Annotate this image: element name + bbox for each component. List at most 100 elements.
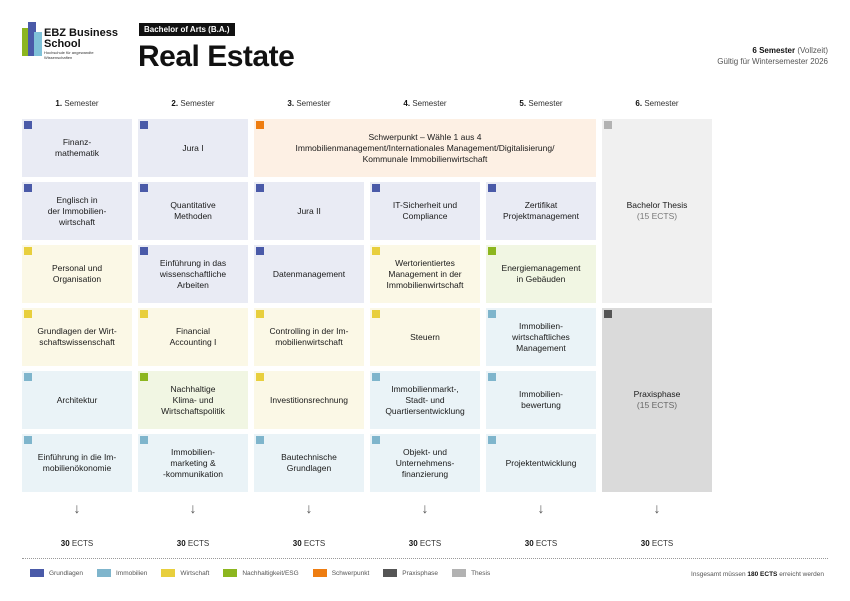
semester-ects-4: 30 ECTS bbox=[408, 539, 442, 548]
total-ects-note: Insgesamt müssen 180 ECTS erreicht werde… bbox=[691, 571, 824, 578]
legend-swatch-icon bbox=[96, 569, 111, 577]
semester-note: (Vollzeit) bbox=[795, 46, 828, 55]
legend: Grundlagen Immobilien Wirtschaft Nachhal… bbox=[30, 569, 504, 577]
wirtschaft-tag-icon bbox=[24, 247, 32, 255]
grundlagen-tag-icon bbox=[140, 184, 148, 192]
immobilien-tag-icon bbox=[488, 436, 496, 444]
arrow-down-icon: ↓ bbox=[421, 500, 429, 516]
footer-divider bbox=[22, 558, 828, 559]
legend-item-immobilien: Immobilien bbox=[96, 569, 147, 577]
module-controlling: Controlling in der Im- mobilienwirtschaf… bbox=[254, 308, 364, 366]
module-architektur: Architektur bbox=[22, 371, 132, 429]
grundlagen-tag-icon bbox=[24, 121, 32, 129]
module-bautechnische-grundlagen: Bautechnische Grundlagen bbox=[254, 434, 364, 492]
module-quantitative-methoden: Quantitative Methoden bbox=[138, 182, 248, 240]
module-immobilienmarketing: Immobilien- marketing & -kommunikation bbox=[138, 434, 248, 492]
immobilien-tag-icon bbox=[372, 436, 380, 444]
module-immobilienbewertung: Immobilien- bewertung bbox=[486, 371, 596, 429]
semester-ects-1: 30 ECTS bbox=[60, 539, 94, 548]
legend-swatch-icon bbox=[312, 569, 327, 577]
module-financial-accounting: Financial Accounting I bbox=[138, 308, 248, 366]
semester-ects-6: 30 ECTS bbox=[640, 539, 674, 548]
legend-item-praxisphase: Praxisphase bbox=[383, 569, 438, 577]
module-immobilienoekonomie: Einführung in die Im- mobilienökonomie bbox=[22, 434, 132, 492]
immobilien-tag-icon bbox=[256, 436, 264, 444]
semester-header-3: 3. Semester bbox=[287, 99, 331, 108]
legend-swatch-icon bbox=[30, 569, 44, 577]
immobilien-tag-icon bbox=[140, 436, 148, 444]
semester-ects-5: 30 ECTS bbox=[524, 539, 558, 548]
wirtschaft-tag-icon bbox=[256, 373, 264, 381]
legend-item-schwerpunkt: Schwerpunkt bbox=[312, 569, 369, 577]
module-wissenschaftliches-arbeiten: Einführung in das wissenschaftliche Arbe… bbox=[138, 245, 248, 303]
module-steuern: Steuern bbox=[370, 308, 480, 366]
legend-swatch-icon bbox=[161, 569, 176, 577]
page-title: Real Estate bbox=[138, 40, 295, 73]
module-jura-2: Jura II bbox=[254, 182, 364, 240]
module-immobilienwirtschaftliches-management: Immobilien- wirtschaftliches Management bbox=[486, 308, 596, 366]
semester-ects-2: 30 ECTS bbox=[176, 539, 210, 548]
ebz-logo: EBZ Business School Hochschule für angew… bbox=[22, 22, 132, 62]
degree-badge: Bachelor of Arts (B.A.) bbox=[139, 23, 235, 36]
semester-header-6: 6. Semester bbox=[635, 99, 679, 108]
arrow-down-icon: ↓ bbox=[305, 500, 313, 516]
module-wertorientiertes-management: Wertorientiertes Management in der Immob… bbox=[370, 245, 480, 303]
module-praxisphase: Praxisphase (15 ECTS) bbox=[602, 308, 712, 492]
nachhaltigkeit-tag-icon bbox=[488, 247, 496, 255]
module-finanzmathematik: Finanz- mathematik bbox=[22, 119, 132, 177]
arrow-down-icon: ↓ bbox=[537, 500, 545, 516]
logo-subtitle: Hochschule für angewandte Wissenschaften bbox=[44, 50, 94, 60]
module-energiemanagement: Energiemanagement in Gebäuden bbox=[486, 245, 596, 303]
semester-count: 6 Semester bbox=[752, 46, 796, 55]
module-projektmanagement: Zertifikat Projektmanagement bbox=[486, 182, 596, 240]
module-investitionsrechnung: Investitionsrechnung bbox=[254, 371, 364, 429]
arrow-down-icon: ↓ bbox=[189, 500, 197, 516]
semester-header-4: 4. Semester bbox=[403, 99, 447, 108]
legend-item-thesis: Thesis bbox=[452, 569, 490, 577]
logo-mark-icon bbox=[22, 22, 44, 58]
module-datenmanagement: Datenmanagement bbox=[254, 245, 364, 303]
module-bachelor-thesis: Bachelor Thesis (15 ECTS) bbox=[602, 119, 712, 303]
legend-item-wirtschaft: Wirtschaft bbox=[161, 569, 209, 577]
grundlagen-tag-icon bbox=[140, 247, 148, 255]
module-quartiersentwicklung: Immobilienmarkt-, Stadt- und Quartiersen… bbox=[370, 371, 480, 429]
legend-swatch-icon bbox=[452, 569, 467, 577]
logo-name: EBZ Business School bbox=[44, 27, 118, 50]
legend-item-nachhaltigkeit: Nachhaltigkeit/ESG bbox=[223, 569, 299, 577]
arrow-down-icon: ↓ bbox=[653, 500, 661, 516]
wirtschaft-tag-icon bbox=[140, 310, 148, 318]
wirtschaft-tag-icon bbox=[372, 247, 380, 255]
semester-header-2: 2. Semester bbox=[171, 99, 215, 108]
grundlagen-tag-icon bbox=[24, 184, 32, 192]
schwerpunkt-tag-icon bbox=[256, 121, 264, 129]
validity-note: Gültig für Wintersemester 2026 bbox=[717, 57, 828, 66]
immobilien-tag-icon bbox=[24, 436, 32, 444]
module-grundlagen-wirtschaft: Grundlagen der Wirt- schaftswissenschaft bbox=[22, 308, 132, 366]
module-objektfinanzierung: Objekt- und Unternehmens- finanzierung bbox=[370, 434, 480, 492]
immobilien-tag-icon bbox=[24, 373, 32, 381]
legend-swatch-icon bbox=[383, 569, 398, 577]
praxisphase-tag-icon bbox=[604, 310, 612, 318]
wirtschaft-tag-icon bbox=[24, 310, 32, 318]
immobilien-tag-icon bbox=[372, 373, 380, 381]
module-personal: Personal und Organisation bbox=[22, 245, 132, 303]
module-nachhaltige-politik: Nachhaltige Klima- und Wirtschaftspoliti… bbox=[138, 371, 248, 429]
module-englisch: Englisch in der Immobilien- wirtschaft bbox=[22, 182, 132, 240]
grundlagen-tag-icon bbox=[372, 184, 380, 192]
arrow-down-icon: ↓ bbox=[73, 500, 81, 516]
semester-ects-3: 30 ECTS bbox=[292, 539, 326, 548]
nachhaltigkeit-tag-icon bbox=[140, 373, 148, 381]
semester-header-1: 1. Semester bbox=[55, 99, 99, 108]
module-projektentwicklung: Projektentwicklung bbox=[486, 434, 596, 492]
thesis-tag-icon bbox=[604, 121, 612, 129]
grundlagen-tag-icon bbox=[256, 247, 264, 255]
grundlagen-tag-icon bbox=[140, 121, 148, 129]
immobilien-tag-icon bbox=[488, 373, 496, 381]
semester-header-5: 5. Semester bbox=[519, 99, 563, 108]
grundlagen-tag-icon bbox=[256, 184, 264, 192]
wirtschaft-tag-icon bbox=[256, 310, 264, 318]
immobilien-tag-icon bbox=[488, 310, 496, 318]
grundlagen-tag-icon bbox=[488, 184, 496, 192]
module-jura-1: Jura I bbox=[138, 119, 248, 177]
module-schwerpunkt: Schwerpunkt – Wähle 1 aus 4 Immobilienma… bbox=[254, 119, 596, 177]
